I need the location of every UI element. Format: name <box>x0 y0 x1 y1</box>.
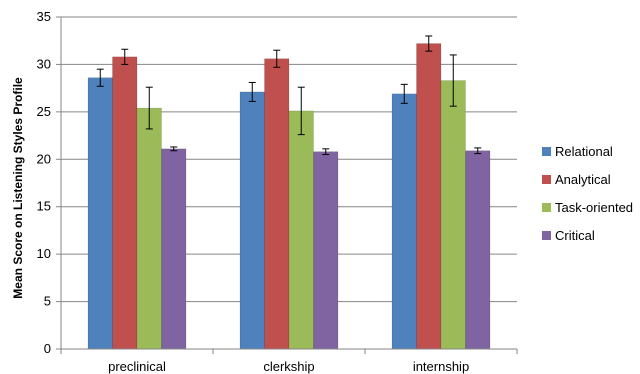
bar-task-oriented-internship <box>440 80 466 350</box>
x-tick-label: preclinical <box>108 359 166 374</box>
legend-swatch <box>542 175 551 184</box>
legend-label: Critical <box>555 228 595 243</box>
legend-label: Analytical <box>555 172 611 187</box>
y-tick-labels: 0 5 10 15 20 25 30 35 <box>37 9 51 356</box>
bar-task-oriented-clerkship <box>288 110 314 350</box>
bar-critical-internship <box>465 150 491 350</box>
y-tick-label: 0 <box>44 341 51 356</box>
bar-analytical-clerkship <box>264 58 290 350</box>
axes <box>56 16 518 354</box>
y-tick-label: 15 <box>37 199 51 214</box>
legend-label: Task-oriented <box>555 200 633 215</box>
x-tick-labels: preclinical clerkship internship <box>108 359 469 374</box>
y-tick-label: 30 <box>37 56 51 71</box>
bar-relational-internship <box>391 93 417 350</box>
bar-series <box>87 43 491 350</box>
y-tick-label: 25 <box>37 104 51 119</box>
bar-analytical-internship <box>416 43 442 350</box>
legend-swatch <box>542 203 551 212</box>
bar-critical-preclinical <box>161 148 187 350</box>
y-tick-label: 20 <box>37 151 51 166</box>
error-bars <box>96 35 482 156</box>
bar-relational-preclinical <box>87 77 113 350</box>
bar-relational-clerkship <box>239 91 265 350</box>
y-tick-label: 10 <box>37 246 51 261</box>
y-axis-label: Mean Score on Listening Styles Profile <box>11 77 25 299</box>
legend-swatch <box>542 231 551 240</box>
bar-critical-clerkship <box>313 151 339 350</box>
bar-task-oriented-preclinical <box>136 107 162 350</box>
legend: Relational Analytical Task-oriented Critica… <box>542 144 633 243</box>
legend-swatch <box>542 147 551 156</box>
y-tick-label: 5 <box>44 294 51 309</box>
y-tick-label: 35 <box>37 9 51 24</box>
bar-analytical-preclinical <box>112 56 138 350</box>
x-tick-label: internship <box>413 359 469 374</box>
legend-label: Relational <box>555 144 613 159</box>
x-tick-label: clerkship <box>263 359 314 374</box>
